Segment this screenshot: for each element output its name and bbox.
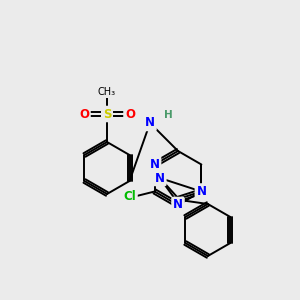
Text: N: N bbox=[196, 185, 206, 198]
Text: O: O bbox=[79, 107, 89, 121]
Text: N: N bbox=[155, 172, 165, 184]
Text: Cl: Cl bbox=[123, 190, 136, 203]
Text: N: N bbox=[150, 158, 160, 171]
Text: CH₃: CH₃ bbox=[98, 87, 116, 97]
Text: N: N bbox=[173, 199, 183, 212]
Text: H: H bbox=[164, 110, 172, 120]
Text: O: O bbox=[125, 107, 135, 121]
Text: N: N bbox=[145, 116, 155, 130]
Text: S: S bbox=[103, 107, 111, 121]
